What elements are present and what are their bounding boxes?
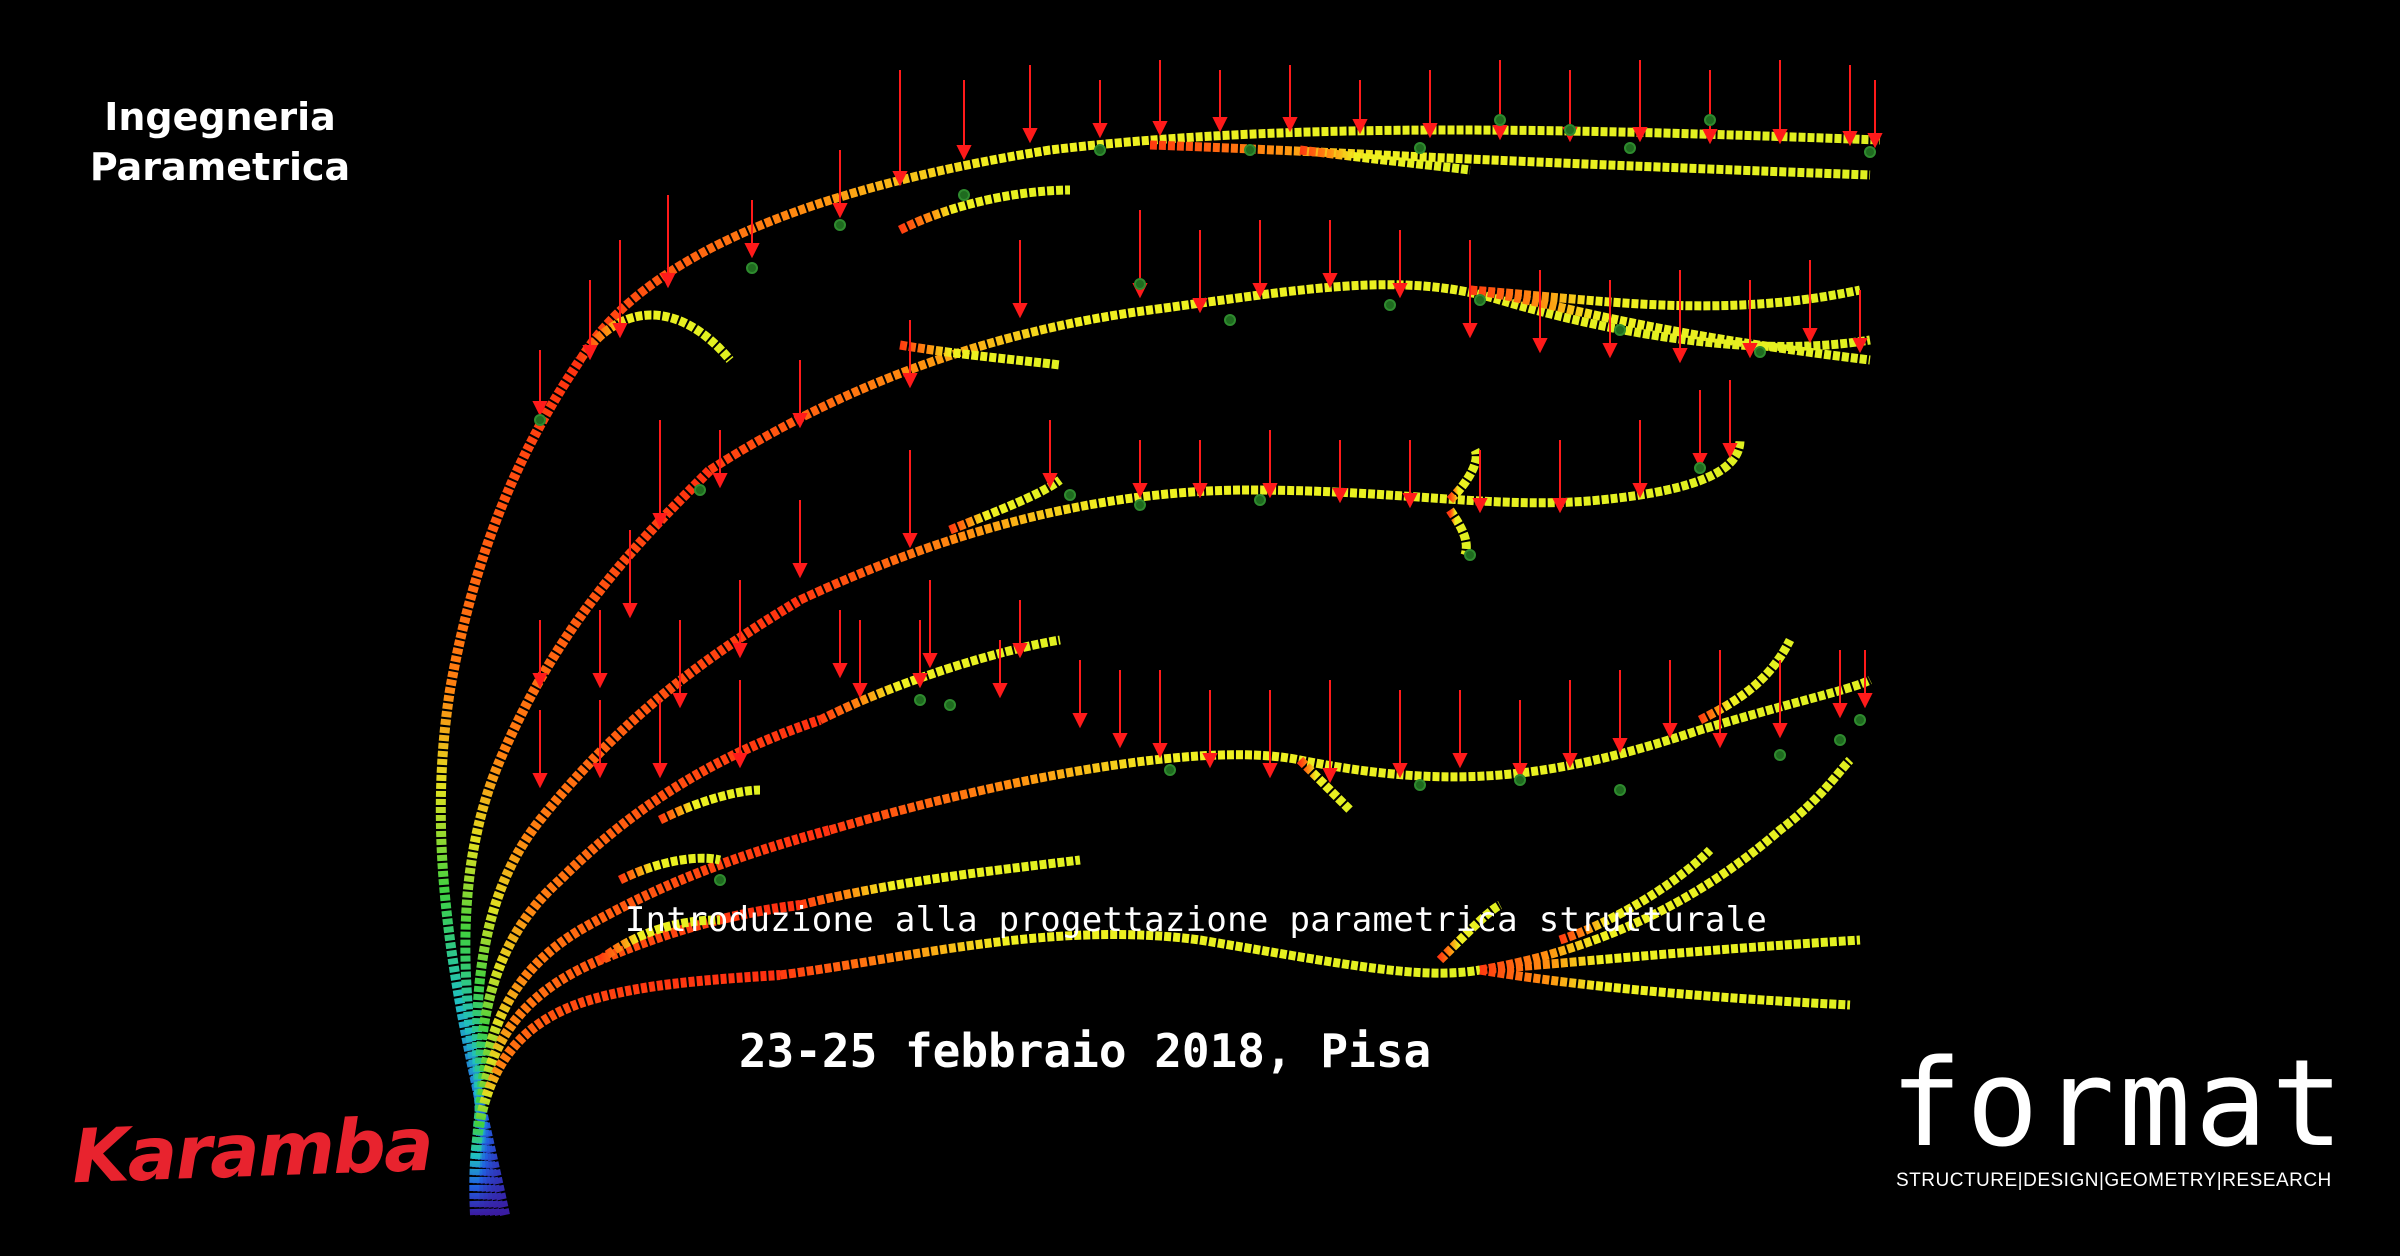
trunk <box>435 357 832 1217</box>
format-logo-wordmark: format <box>1890 1035 2348 1174</box>
heading-line-2: Parametrica <box>89 145 351 189</box>
subtitle: Introduzione alla progettazione parametr… <box>624 900 1768 940</box>
heading: Ingegneria Parametrica <box>60 92 380 192</box>
heading-line-1: Ingegneria <box>104 95 336 139</box>
subtitle-row: Introduzione alla progettazione parametr… <box>0 900 2400 940</box>
event-date: 23-25 febbraio 2018, Pisa <box>738 1024 1432 1078</box>
date-row: 23-25 febbraio 2018, Pisa <box>0 1024 2400 1078</box>
support-nodes <box>534 114 1876 886</box>
karamba-logo: Karamba <box>70 1101 434 1201</box>
format-logo: format STRUCTURE|DESIGN|GEOMETRY|RESEARC… <box>1890 1035 2348 1192</box>
load-arrows <box>532 60 1883 789</box>
format-logo-tagline: STRUCTURE|DESIGN|GEOMETRY|RESEARCH <box>1896 1170 2332 1191</box>
branches <box>576 125 1881 1010</box>
